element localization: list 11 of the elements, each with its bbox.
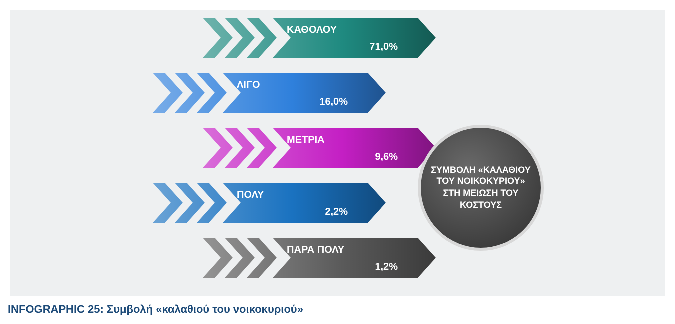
data-label: 2,2% (325, 206, 348, 218)
data-label: 1,2% (375, 262, 398, 273)
category-label: ΛΙΓΟ (237, 80, 260, 91)
category-label: ΠΟΛΥ (237, 190, 264, 201)
data-label: 71,0% (370, 42, 398, 53)
category-label: ΜΕΤΡΙΑ (287, 134, 325, 146)
data-label: 9,6% (375, 152, 398, 163)
text: INFOGRAPHIC 25: Συμβολή «καλαθιού του νοικοκυριού» (8, 304, 304, 316)
category-label: ΠΑΡΑ ΠΟΛΥ (287, 244, 345, 256)
data-label: 16,0% (320, 96, 348, 108)
category-label: ΚΑΘΟΛΟΥ (287, 24, 338, 36)
